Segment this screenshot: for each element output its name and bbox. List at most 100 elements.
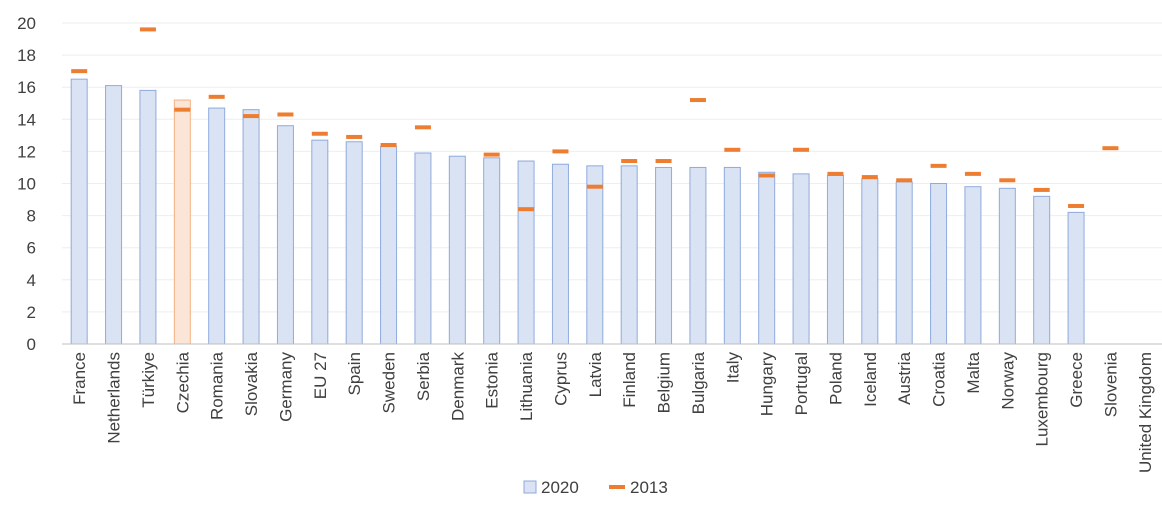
x-category-label: Slovakia [242,351,261,416]
x-category-label: Iceland [861,352,880,407]
bar-2020-sweden [380,146,398,345]
x-category-label: Türkiye [139,352,158,408]
y-tick-label: 4 [27,271,36,290]
legend: 2020 2013 [523,478,668,497]
legend-label-2020: 2020 [541,478,579,497]
marker-2013-eu-27 [311,131,328,136]
markers-2013 [71,27,1119,212]
x-category-label: Luxembourg [1033,352,1052,447]
x-category-label: Greece [1067,352,1086,408]
bar-2020-spain [345,141,363,345]
y-tick-label: 8 [27,207,36,226]
marker-2013-slovakia [243,114,260,119]
y-tick-label: 12 [17,142,36,161]
x-category-label: Estonia [483,351,502,408]
bar-2020-latvia [586,165,604,345]
bar-2020-greece [1067,211,1085,345]
legend-label-2013: 2013 [630,478,668,497]
bar-2020-cyprus [551,163,569,345]
marker-2013-latvia [586,184,603,189]
bar-2020-austria [895,181,913,345]
x-category-label: Austria [895,351,914,404]
x-category-label: Denmark [448,352,467,421]
x-category-label: Malta [964,351,983,393]
gridlines [62,22,1162,313]
bar-2020-france [70,78,88,345]
x-category-label: Bulgaria [689,351,708,414]
marker-2013-spain [346,134,363,139]
marker-2013-greece [1068,203,1085,208]
x-category-label: Belgium [655,352,674,413]
marker-2013-estonia [483,152,500,157]
x-category-label: Serbia [414,351,433,401]
x-category-label: Romania [208,351,227,420]
x-category-label: Portugal [792,352,811,415]
marker-2013-türkiye [139,27,156,32]
marker-2013-bulgaria [689,98,706,103]
bar-2020-estonia [483,157,501,345]
bar-2020-serbia [414,152,432,345]
bar-2020-denmark [448,155,466,345]
marker-2013-finland [621,159,638,164]
marker-2013-norway [999,178,1016,183]
marker-2013-slovenia [1102,146,1119,151]
marker-2013-luxembourg [1033,187,1050,192]
y-tick-label: 10 [17,175,36,194]
bar-2020-belgium [655,166,673,345]
y-tick-label: 18 [17,46,36,65]
x-category-label: Poland [826,352,845,405]
y-tick-label: 6 [27,239,36,258]
marker-2013-france [71,69,88,74]
bar-2020-netherlands [105,85,123,345]
x-category-label: Spain [345,352,364,395]
y-tick-label: 14 [17,110,36,129]
bar-2020-bulgaria [689,166,707,345]
marker-2013-romania [208,94,225,99]
x-category-label: Germany [276,352,295,422]
y-tick-label: 0 [27,335,36,354]
marker-2013-italy [724,147,741,152]
bar-2020-türkiye [139,89,157,345]
bar-2020-malta [964,186,982,345]
bar-2020-eu-27 [311,139,329,345]
bar-2020-czechia [173,99,191,345]
bar-2020-portugal [792,173,810,345]
marker-2013-sweden [380,142,397,147]
x-category-label: Italy [723,352,742,384]
bar-2020-germany [276,125,294,345]
marker-2013-lithuania [518,207,535,212]
marker-2013-hungary [758,173,775,178]
marker-2013-austria [896,178,913,183]
y-tick-label: 20 [17,14,36,33]
bar-2020-lithuania [517,160,535,345]
y-tick-label: 2 [27,303,36,322]
y-tick-label: 16 [17,78,36,97]
marker-2013-serbia [414,125,431,130]
bar-2020-luxembourg [1033,195,1051,345]
bar-2020-iceland [861,178,879,345]
x-axis-category-labels: France Netherlands Türkiye Czechia Romania Sl… [70,351,1155,473]
x-category-label: Czechia [173,351,192,413]
marker-2013-iceland [861,175,878,180]
marker-2013-cyprus [552,149,569,154]
marker-2013-poland [827,171,844,176]
x-category-label: Croatia [930,351,949,406]
bars-2020 [70,78,1085,345]
marker-2013-malta [964,171,981,176]
x-category-label: Sweden [380,352,399,413]
marker-2013-germany [277,112,294,117]
x-category-label: Cyprus [551,352,570,406]
bar-2020-norway [998,187,1016,345]
x-category-label: United Kingdom [1136,352,1155,473]
marker-2013-croatia [930,163,947,168]
x-category-label: Lithuania [517,351,536,421]
x-category-label: Finland [620,352,639,408]
x-category-label: Hungary [758,352,777,417]
marker-2013-portugal [793,147,810,152]
bar-2020-finland [620,165,638,345]
x-category-label: Netherlands [105,352,124,444]
bar-2020-romania [208,107,226,345]
bar-2020-slovakia [242,109,260,345]
bar-2020-italy [723,166,741,345]
